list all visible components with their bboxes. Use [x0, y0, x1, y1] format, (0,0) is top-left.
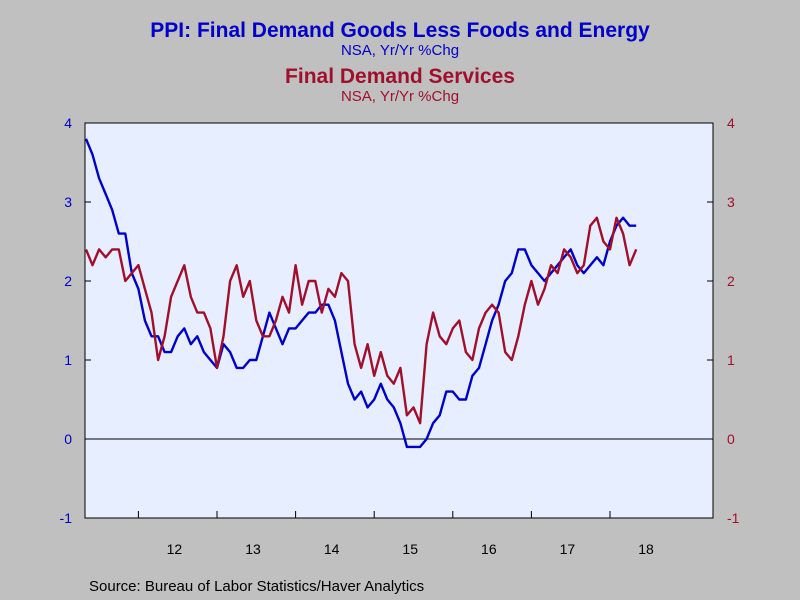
y-tick-label-right: 2 [727, 273, 735, 289]
y-tick-label-left: -1 [60, 510, 73, 526]
x-tick-label: 12 [167, 541, 183, 557]
series-line-goods [84, 138, 637, 449]
source-note: Source: Bureau of Labor Statistics/Haver… [89, 578, 425, 595]
y-tick-label-left: 3 [64, 194, 72, 210]
axes: -1 -10 01 12 23 34 412 13 14 15 16 17 18 [60, 115, 740, 557]
series2-title: Final Demand Services [285, 65, 515, 88]
plot-area [84, 122, 714, 519]
series2-subtitle: NSA, Yr/Yr %Chg [340, 88, 460, 105]
x-tick-label: 16 [481, 541, 497, 557]
y-tick-label-right: 0 [727, 431, 735, 447]
x-tick-label: 14 [324, 541, 340, 557]
y-tick-label-right: 1 [727, 352, 735, 368]
series-lines [84, 138, 638, 449]
y-tick-label-right: 4 [727, 115, 735, 131]
series1-title: PPI: Final Demand Goods Less Foods and E… [150, 19, 650, 42]
y-tick-label-right: -1 [727, 510, 740, 526]
series-line-services [84, 216, 638, 425]
y-tick-label-left: 2 [64, 273, 72, 289]
y-tick-label-left: 4 [64, 115, 72, 131]
x-tick-label: 15 [402, 541, 418, 557]
y-tick-label-right: 3 [727, 194, 735, 210]
x-tick-label: 13 [245, 541, 261, 557]
y-tick-label-left: 0 [64, 431, 72, 447]
y-tick-label-left: 1 [64, 352, 72, 368]
series1-subtitle: NSA, Yr/Yr %Chg [340, 42, 460, 59]
x-tick-label: 17 [560, 541, 576, 557]
x-tick-label: 18 [638, 541, 654, 557]
